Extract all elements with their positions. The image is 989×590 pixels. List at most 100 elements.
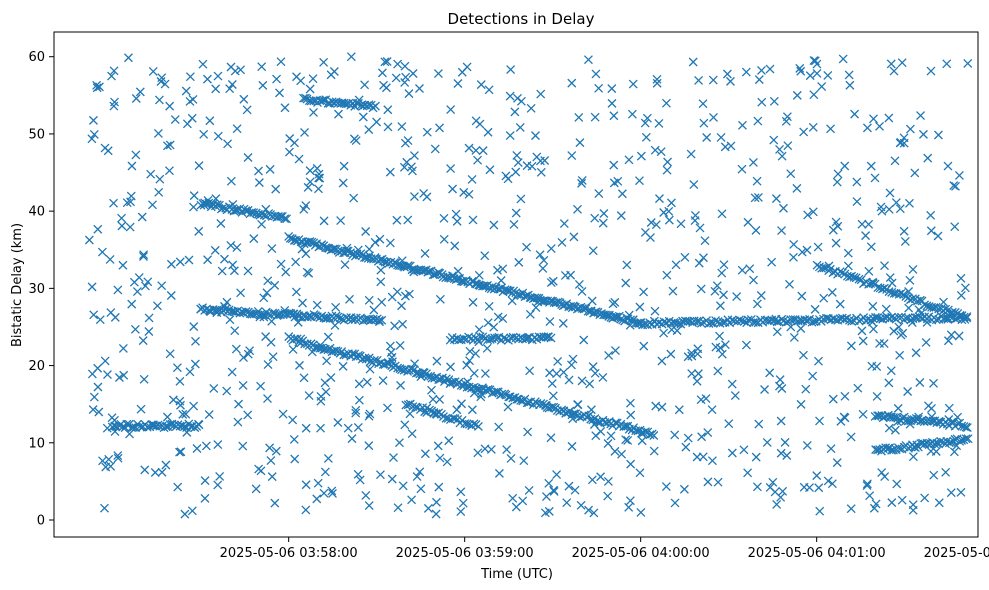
data-point <box>291 257 301 267</box>
data-point <box>724 419 734 429</box>
data-point <box>536 399 546 408</box>
data-point <box>446 362 455 372</box>
data-point <box>387 474 397 484</box>
data-point <box>771 314 781 324</box>
data-point <box>757 97 767 107</box>
data-point <box>315 173 325 183</box>
data-point <box>813 242 823 252</box>
data-point <box>772 327 782 337</box>
data-point <box>289 434 299 444</box>
data-point <box>107 71 116 81</box>
data-point <box>319 488 329 498</box>
data-point <box>258 80 268 90</box>
data-point <box>609 111 619 121</box>
data-point <box>727 379 737 389</box>
data-point <box>322 356 332 366</box>
data-point <box>914 305 924 315</box>
data-point <box>307 347 317 357</box>
data-point <box>185 72 195 82</box>
data-point <box>680 252 690 262</box>
data-point <box>625 320 635 330</box>
data-point <box>815 506 825 516</box>
data-point <box>553 357 563 366</box>
data-point <box>328 488 337 498</box>
data-point <box>456 487 466 497</box>
data-point <box>333 418 343 427</box>
data-point <box>708 75 718 85</box>
data-point <box>961 422 971 432</box>
data-point <box>929 378 938 388</box>
data-point <box>569 232 579 242</box>
data-point <box>513 158 523 168</box>
data-point <box>664 206 674 216</box>
data-point <box>131 94 141 103</box>
data-point <box>301 480 311 490</box>
data-point <box>361 227 371 236</box>
data-point <box>270 280 280 290</box>
data-point <box>239 353 248 362</box>
data-point <box>469 368 479 378</box>
data-point <box>609 160 619 170</box>
data-point <box>946 437 956 447</box>
data-point <box>376 265 386 275</box>
data-point <box>589 420 599 429</box>
data-point <box>265 164 275 174</box>
data-point <box>94 407 104 417</box>
data-point <box>480 251 490 261</box>
data-point <box>469 419 479 429</box>
data-point <box>427 385 436 395</box>
data-point <box>298 298 308 308</box>
data-point <box>776 492 786 502</box>
data-point <box>93 382 103 392</box>
data-point <box>87 134 97 144</box>
data-point <box>775 375 785 385</box>
data-point <box>182 427 192 437</box>
data-point <box>480 369 490 379</box>
data-point <box>952 441 962 451</box>
data-point <box>276 57 286 67</box>
data-point <box>844 70 854 80</box>
data-point <box>961 434 971 444</box>
data-point <box>840 391 850 401</box>
data-point <box>408 69 418 78</box>
data-point <box>118 260 128 270</box>
data-point <box>703 477 713 487</box>
data-point <box>505 131 515 141</box>
data-point <box>375 234 385 244</box>
data-point <box>435 395 445 404</box>
data-point <box>305 177 315 187</box>
data-point <box>165 140 175 150</box>
data-point <box>817 82 827 92</box>
data-point <box>232 124 242 134</box>
data-point <box>886 59 896 69</box>
data-point <box>942 59 952 69</box>
data-point <box>743 315 753 325</box>
data-point <box>610 346 620 356</box>
data-point <box>140 281 150 291</box>
data-point <box>410 359 420 369</box>
data-point <box>722 69 732 79</box>
data-point <box>353 245 363 255</box>
data-point <box>624 155 634 165</box>
plot-area: 2025-05-06 03:58:00 2025-05-06 03:59:00 20… <box>28 31 989 561</box>
data-point <box>544 478 554 488</box>
data-point <box>777 151 787 161</box>
data-point <box>484 301 494 311</box>
data-point <box>508 332 518 342</box>
data-point <box>607 84 617 94</box>
data-point <box>545 317 555 327</box>
data-point <box>661 98 671 108</box>
data-point <box>423 503 433 513</box>
data-point <box>657 402 667 412</box>
scatter-points <box>84 52 973 519</box>
data-point <box>616 211 626 221</box>
data-point <box>654 194 664 204</box>
data-point <box>383 358 393 368</box>
data-point <box>922 317 932 327</box>
data-point <box>751 317 761 327</box>
data-point <box>511 167 521 177</box>
data-point <box>471 349 481 359</box>
data-point <box>956 290 966 300</box>
data-point <box>291 235 301 245</box>
data-point <box>586 405 596 415</box>
